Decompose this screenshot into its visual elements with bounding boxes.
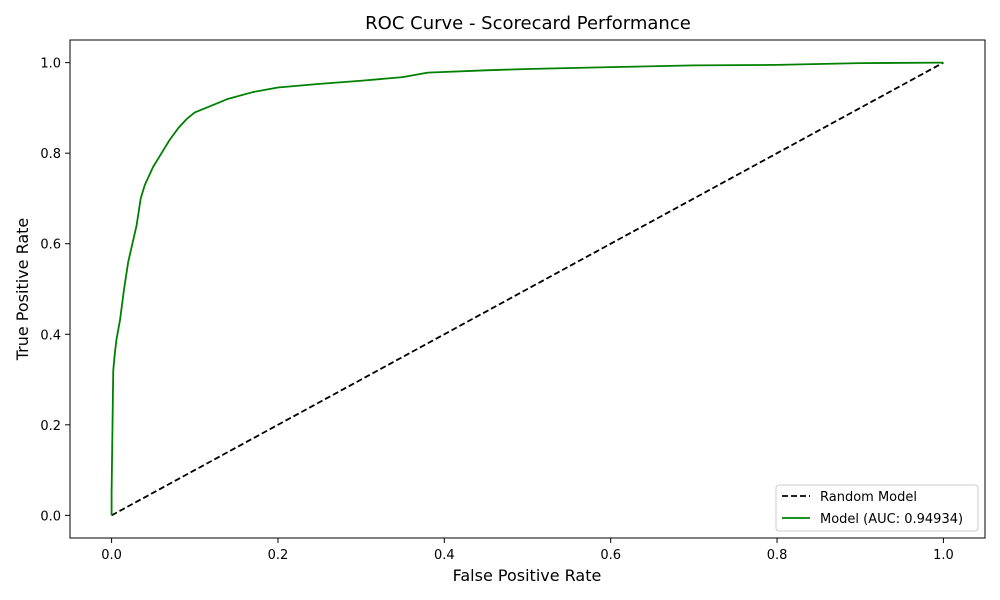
x-tick-label: 0.2 <box>268 548 289 563</box>
model-roc-line <box>110 61 944 516</box>
random-model-line <box>111 61 944 517</box>
legend-label: Model (AUC: 0.94934) <box>820 512 963 527</box>
chart-title: ROC Curve - Scorecard Performance <box>365 13 691 34</box>
y-tick-label: 0.2 <box>40 419 61 434</box>
x-tick-label: 0.4 <box>434 548 455 563</box>
x-tick-label: 0.0 <box>101 548 122 563</box>
plot-area: 0.0 0.2 0.4 0.6 0.8 1.0 0.0 0.2 0.4 0.6 0.8 1.0 <box>40 39 986 563</box>
series-layer <box>110 61 944 517</box>
x-axis: 0.0 0.2 0.4 0.6 0.8 1.0 <box>101 538 954 563</box>
x-axis-label: False Positive Rate <box>453 566 602 585</box>
legend: Random Model Model (AUC: 0.94934) <box>775 484 979 532</box>
x-tick-label: 0.8 <box>767 548 788 563</box>
y-tick-label: 0.4 <box>40 328 61 343</box>
x-tick-label: 0.6 <box>600 548 621 563</box>
y-tick-label: 1.0 <box>40 57 61 72</box>
x-tick-label: 1.0 <box>933 548 954 563</box>
y-axis: 0.0 0.2 0.4 0.6 0.8 1.0 <box>40 57 70 524</box>
y-tick-label: 0.6 <box>40 238 61 253</box>
legend-label: Random Model <box>820 490 917 505</box>
y-tick-label: 0.8 <box>40 147 61 162</box>
legend-box <box>775 484 979 532</box>
y-axis-label: True Positive Rate <box>13 218 32 362</box>
y-tick-label: 0.0 <box>40 509 61 524</box>
